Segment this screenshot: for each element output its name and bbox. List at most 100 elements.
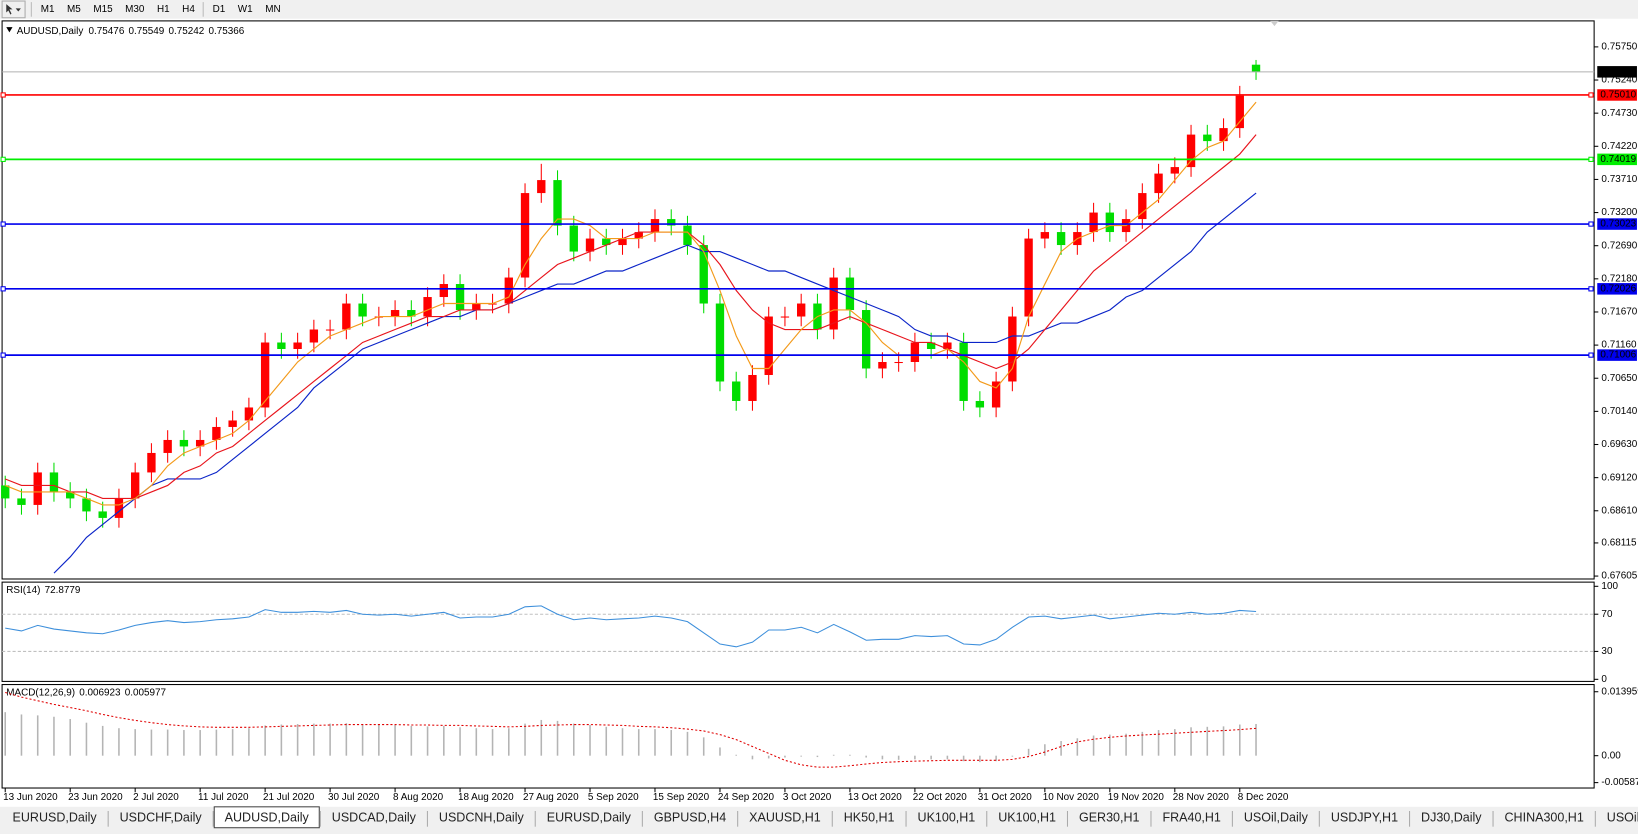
level-handle[interactable]: [1588, 221, 1594, 227]
level-handle[interactable]: [0, 156, 6, 162]
moving-average: [5, 134, 1257, 499]
tab[interactable]: [643, 808, 737, 827]
candle-body: [1186, 134, 1196, 168]
level-handle[interactable]: [0, 221, 6, 227]
candle-body: [585, 238, 595, 252]
tab-label[interactable]: GER30,H1: [1079, 811, 1140, 825]
x-tick-label: 22 Oct 2020: [913, 792, 967, 803]
tab[interactable]: [833, 808, 905, 827]
tab-label[interactable]: DJ30,Daily: [1421, 811, 1482, 825]
rsi-panel: [1, 581, 1595, 682]
tab-label[interactable]: AUDUSD,Daily: [225, 811, 310, 825]
tab-label[interactable]: USDCHF,Daily: [120, 811, 203, 825]
candle-body: [439, 284, 448, 298]
tab-label[interactable]: FRA40,H1: [1162, 811, 1220, 825]
tab-label[interactable]: USDCAD,Daily: [332, 811, 417, 825]
tab-label[interactable]: XAUUSD,H1: [749, 811, 821, 825]
x-tick-label: 2 Jul 2020: [133, 792, 179, 803]
candle-body: [179, 439, 189, 447]
x-tick-label: 23 Jun 2020: [68, 792, 123, 803]
level-handle[interactable]: [0, 92, 6, 98]
tab-label[interactable]: USDJPY,H1: [1331, 811, 1398, 825]
timeframe-button[interactable]: W1: [238, 4, 253, 15]
tab-label[interactable]: EURUSD,Daily: [547, 811, 632, 825]
tab[interactable]: [1410, 808, 1492, 827]
level-label: 0.75010: [1600, 90, 1636, 101]
tab[interactable]: [1152, 808, 1232, 827]
candle-body: [1203, 134, 1212, 142]
y-tick-label: -0.005878: [1601, 777, 1638, 788]
candle-body: [667, 219, 676, 226]
y-tick-label: 0.75750: [1601, 42, 1637, 53]
candle-body: [1251, 64, 1261, 72]
tab[interactable]: [738, 808, 832, 827]
tab-label[interactable]: USDCNH,Daily: [439, 811, 525, 825]
level-handle[interactable]: [1588, 352, 1594, 358]
candle-body: [423, 297, 432, 317]
candle-body: [33, 472, 42, 505]
timeframe-button[interactable]: M30: [125, 4, 145, 15]
candle-body: [66, 491, 75, 499]
x-tick-label: 19 Nov 2020: [1108, 792, 1165, 803]
level-handle[interactable]: [0, 352, 6, 358]
tab[interactable]: [2, 808, 108, 827]
symbol-menu-icon[interactable]: [6, 27, 13, 33]
y-tick-label: 0.71160: [1601, 340, 1637, 351]
tab[interactable]: [1068, 808, 1150, 827]
x-tick-label: 5 Sep 2020: [588, 792, 639, 803]
tab-label[interactable]: HK50,H1: [844, 811, 895, 825]
level-handle[interactable]: [1588, 286, 1594, 292]
level-label: 0.74019: [1600, 154, 1636, 165]
candle-body: [114, 498, 124, 518]
macd-title: MACD(12,26,9): [6, 688, 75, 699]
y-tick-label: 0.71670: [1601, 307, 1637, 318]
timeframe-button[interactable]: H4: [182, 4, 195, 15]
tab-label[interactable]: USOil,Daily: [1244, 811, 1309, 825]
timeframe-button[interactable]: M1: [41, 4, 55, 15]
level-label-bg: [1597, 89, 1637, 101]
candle-body: [715, 303, 725, 382]
y-tick-label: 70: [1601, 609, 1613, 620]
tab-label[interactable]: GBPUSD,H4: [654, 811, 726, 825]
tab-label[interactable]: UK100,H1: [918, 811, 976, 825]
tab[interactable]: [907, 808, 986, 827]
candle-body: [1089, 212, 1098, 233]
tab[interactable]: [428, 808, 535, 827]
tab-label[interactable]: UK100,H1: [998, 811, 1056, 825]
x-tick-label: 15 Sep 2020: [653, 792, 710, 803]
tab[interactable]: [1596, 808, 1638, 827]
x-tick-label: 27 Aug 2020: [523, 792, 579, 803]
level-handle[interactable]: [1588, 92, 1594, 98]
tab[interactable]: [536, 808, 642, 827]
tab-label[interactable]: USOil,H1: [1607, 811, 1638, 825]
candle-body: [569, 225, 578, 252]
candle-body: [975, 400, 985, 408]
tab[interactable]: [109, 808, 213, 827]
candle-body: [1056, 232, 1066, 246]
x-tick-label: 13 Jun 2020: [3, 792, 58, 803]
tab[interactable]: [321, 808, 427, 827]
moving-average: [53, 192, 1257, 574]
timeframe-button[interactable]: M15: [93, 4, 113, 15]
tab-label[interactable]: EURUSD,Daily: [13, 811, 98, 825]
timeframe-button[interactable]: MN: [265, 4, 280, 15]
cursor-button[interactable]: [1, 0, 26, 19]
active-tab[interactable]: [213, 806, 320, 829]
tab-label[interactable]: CHINA300,H1: [1505, 811, 1584, 825]
x-tick-label: 31 Oct 2020: [978, 792, 1032, 803]
x-tick-label: 28 Nov 2020: [1173, 792, 1230, 803]
tab[interactable]: [1494, 808, 1595, 827]
tab[interactable]: [1233, 808, 1319, 827]
timeframe-button[interactable]: M5: [67, 4, 81, 15]
moving-average: [5, 101, 1257, 506]
level-handle[interactable]: [0, 286, 6, 292]
x-tick-label: 3 Oct 2020: [783, 792, 832, 803]
timeframe-button[interactable]: D1: [213, 4, 226, 15]
level-handle[interactable]: [1588, 156, 1594, 162]
tab[interactable]: [987, 808, 1067, 827]
candle-body: [797, 303, 806, 317]
signal-line: [5, 691, 1257, 768]
timeframe-button[interactable]: H1: [157, 4, 170, 15]
tab[interactable]: [1320, 808, 1409, 827]
y-tick-label: 0.70140: [1601, 406, 1637, 417]
